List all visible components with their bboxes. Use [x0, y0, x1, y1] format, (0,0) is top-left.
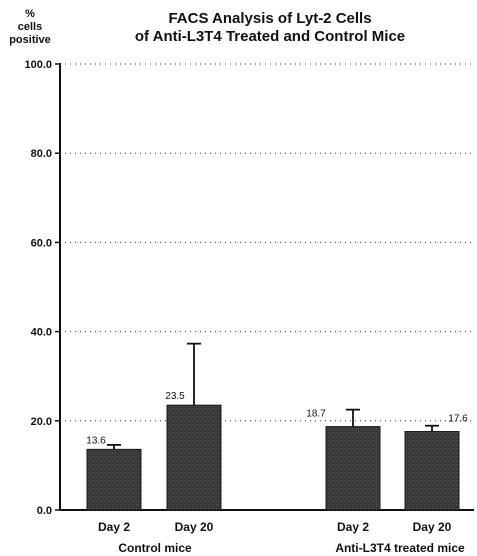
y-tick-label: 60.0	[31, 237, 52, 249]
y-tick-label: 40.0	[31, 327, 52, 339]
y-axis-label-line-3: positive	[9, 34, 51, 46]
value-label: 23.5	[165, 391, 185, 402]
group-label: Anti-L3T4 treated mice	[335, 541, 465, 555]
y-axis-label-line-2: cells	[17, 21, 43, 33]
category-label: Day 20	[175, 520, 214, 534]
y-axis-label-line-1: %	[25, 8, 35, 20]
category-label: Day 2	[337, 520, 369, 534]
y-tick-label: 0.0	[37, 505, 52, 517]
bar	[166, 404, 222, 511]
bar	[404, 431, 460, 511]
y-tick-label: 80.0	[31, 148, 52, 160]
value-label: 18.7	[306, 409, 326, 420]
value-label: 17.6	[448, 414, 468, 425]
chart-title-line-1: FACS Analysis of Lyt-2 Cells	[168, 10, 372, 27]
chart-title-line-2: of Anti-L3T4 Treated and Control Mice	[134, 28, 406, 45]
y-tick-label: 100.0	[24, 59, 52, 71]
bar	[86, 448, 142, 511]
bar	[325, 426, 381, 511]
category-label: Day 20	[413, 520, 452, 534]
category-label: Day 2	[98, 520, 130, 534]
value-label: 13.6	[86, 435, 106, 446]
group-label: Control mice	[118, 541, 192, 555]
y-tick-label: 20.0	[31, 416, 52, 428]
